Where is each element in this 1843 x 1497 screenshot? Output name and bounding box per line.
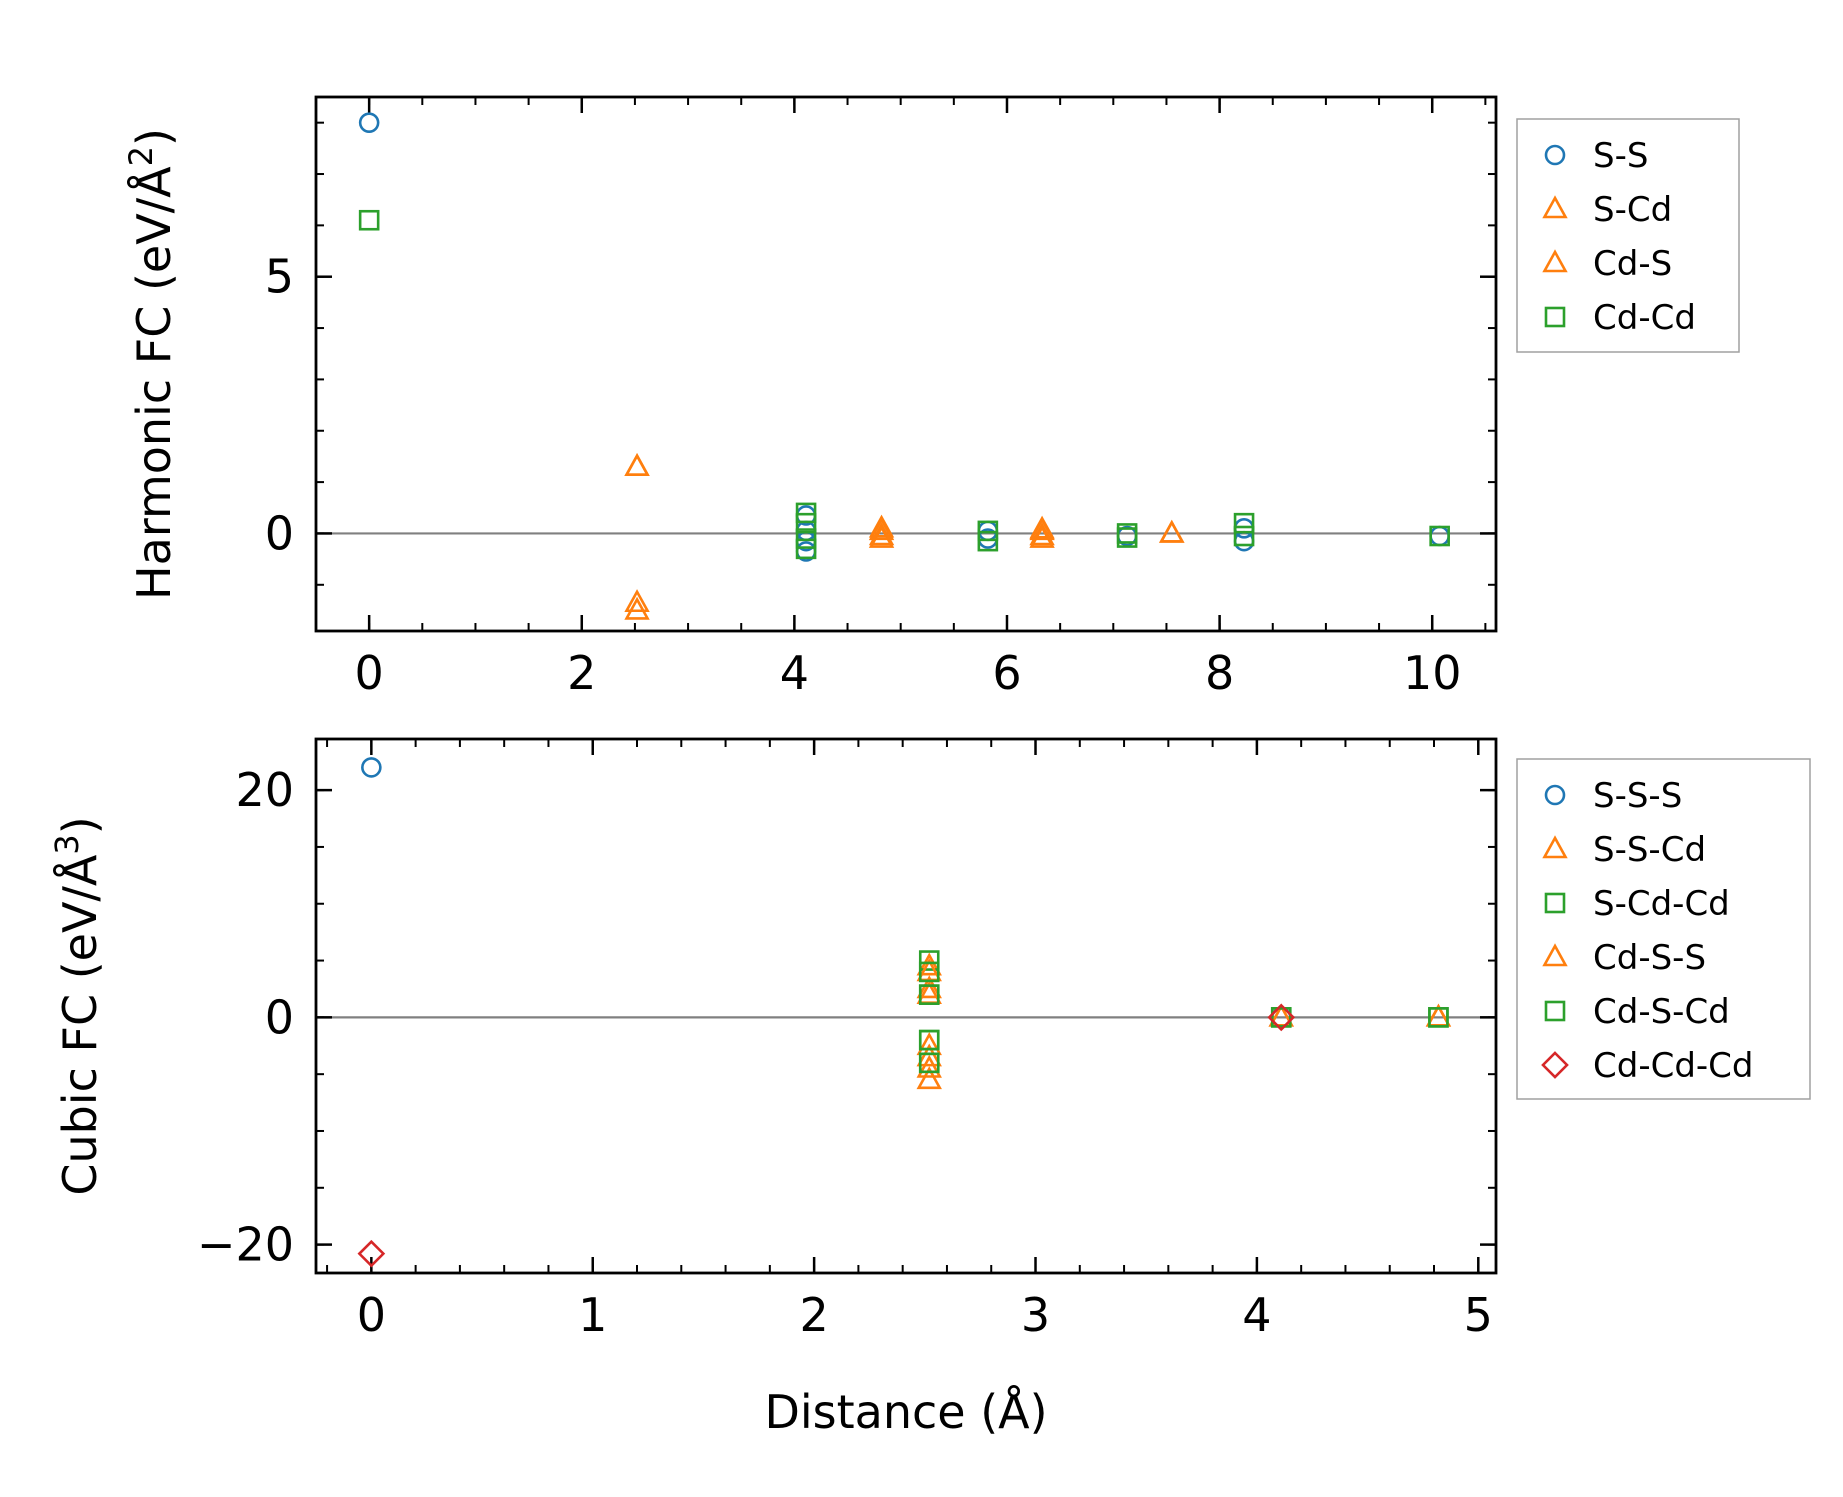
panel-2-series-Cd-S-Cd bbox=[918, 961, 1449, 1074]
panel-2-legend-label: S-Cd-Cd bbox=[1593, 884, 1730, 924]
panel-2-point-Cd-Cd-Cd bbox=[357, 1239, 386, 1268]
panel-1-legend-marker-S-S bbox=[1544, 144, 1566, 166]
panel-1-x-tick-label: 8 bbox=[1205, 646, 1234, 700]
panel-2-x-axis-label: Distance (Å) bbox=[764, 1385, 1047, 1439]
panel-2-y-tick-label: 0 bbox=[265, 990, 294, 1044]
panel-1-legend-label: S-S bbox=[1593, 136, 1648, 176]
panel-2-x-tick-label: 5 bbox=[1464, 1288, 1493, 1342]
panel-1-point-Cd-Cd bbox=[795, 538, 817, 560]
panel-1-x-tick-label: 0 bbox=[355, 646, 384, 700]
panel-1-legend: S-S S-Cd Cd-S Cd-Cd bbox=[1516, 118, 1740, 353]
panel-2-x-tick-label: 0 bbox=[357, 1288, 386, 1342]
panel-2-point-Cd-S-Cd bbox=[918, 961, 940, 983]
panel-2-x-tick-label: 2 bbox=[799, 1288, 828, 1342]
panel-2-legend: S-S-S S-S-Cd S-Cd-Cd Cd-S-S Cd-S-Cd Cd-Cd-Cd bbox=[1516, 758, 1811, 1100]
panel-2-point-Cd-S-Cd bbox=[918, 1052, 940, 1074]
panel-2: 0 1 2 3 4 5 −20 0 20 Cubic FC (eV/Å3) Distance (Å)… bbox=[48, 737, 1811, 1439]
panel-1-point-Cd-Cd bbox=[1429, 525, 1450, 547]
panel-2-legend-label: S-S-S bbox=[1593, 776, 1682, 816]
panel-2-data-points bbox=[357, 757, 1452, 1268]
panel-2-legend-box bbox=[1516, 758, 1811, 1100]
panel-1-axes-frame bbox=[314, 95, 1498, 633]
panel-1-legend-marker-Cd-Cd bbox=[1544, 306, 1566, 328]
panel-1-y-tick-label: 0 bbox=[265, 506, 294, 560]
panel-2-point-Cd-S-Cd bbox=[1428, 1007, 1449, 1028]
panel-1-point-S-Cd bbox=[624, 589, 650, 613]
panel-1-point-Cd-S bbox=[868, 517, 895, 541]
panel-1-x-tick-label: 6 bbox=[992, 646, 1021, 700]
panel-1-point-Cd-Cd bbox=[1116, 527, 1138, 548]
panel-2-point-S-Cd-Cd bbox=[918, 950, 940, 971]
panel-2-legend-label: Cd-S-Cd bbox=[1593, 992, 1730, 1032]
panel-2-point-Cd-S-Cd bbox=[1270, 1007, 1292, 1028]
panel-1-point-Cd-S bbox=[624, 596, 650, 620]
panel-2-point-S-S-Cd bbox=[916, 975, 942, 999]
panel-2-point-S-S-Cd bbox=[916, 1054, 942, 1078]
panel-1-y-axis-label: Harmonic FC (eV/Å2) bbox=[122, 128, 181, 600]
panel-2-legend-label: Cd-S-S bbox=[1593, 938, 1706, 978]
panel-2-point-Cd-S-Cd bbox=[918, 1029, 940, 1051]
panel-1-y-tick-label: 5 bbox=[265, 250, 294, 304]
panel-1-x-tick-label: 10 bbox=[1403, 646, 1462, 700]
panel-1-legend-label: Cd-S bbox=[1593, 244, 1672, 284]
panel-2-x-tick-label: 4 bbox=[1242, 1288, 1271, 1342]
panel-1-point-Cd-S bbox=[624, 453, 650, 476]
panel-2-axes-frame bbox=[314, 737, 1498, 1275]
panel-1-legend-label: Cd-Cd bbox=[1593, 298, 1696, 338]
panel-2-legend-marker-S-S-S bbox=[1544, 784, 1566, 806]
panel-2-y-axis-label: Cubic FC (eV/Å3) bbox=[48, 816, 107, 1195]
panel-1-legend-marker-S-Cd bbox=[1542, 195, 1568, 219]
panel-2-point-S-S-Cd bbox=[916, 952, 942, 976]
panel-2-point-Cd-S-S bbox=[916, 1043, 942, 1067]
panel-2-y-tick-label: −20 bbox=[197, 1218, 294, 1272]
panel-1-point-Cd-S bbox=[1029, 517, 1055, 541]
panel-2-legend-marker-Cd-Cd-Cd bbox=[1541, 1051, 1569, 1079]
panel-2-point-Cd-Cd-Cd bbox=[1267, 1003, 1296, 1032]
panel-2-legend-label: Cd-Cd-Cd bbox=[1593, 1046, 1754, 1086]
panel-1: 0 2 4 6 8 10 0 5 Harmonic FC (eV/Å2) S-S S-Cd Cd-S C… bbox=[122, 95, 1740, 700]
panel-1-x-tick-label: 4 bbox=[780, 646, 809, 700]
panel-2-point-Cd-S-Cd bbox=[918, 984, 940, 1005]
panel-2-x-tick-label: 1 bbox=[578, 1288, 607, 1342]
panel-2-legend-label: S-S-Cd bbox=[1593, 830, 1706, 870]
panel-1-point-Cd-S bbox=[1029, 522, 1055, 546]
panel-1-point-Cd-Cd bbox=[977, 530, 999, 552]
panel-1-point-Cd-S bbox=[868, 522, 895, 546]
panel-2-x-tick-label: 3 bbox=[1021, 1288, 1050, 1342]
panel-1-point-Cd-Cd bbox=[795, 512, 817, 534]
panel-2-legend-marker-S-S-Cd bbox=[1542, 835, 1568, 859]
panel-2-y-tick-label: 20 bbox=[235, 763, 294, 817]
panel-1-point-Cd-Cd bbox=[1233, 525, 1255, 547]
panel-2-legend-marker-Cd-S-S bbox=[1542, 943, 1568, 967]
panel-1-x-tick-label: 2 bbox=[567, 646, 596, 700]
panel-1-series-Cd-Cd bbox=[358, 209, 1450, 560]
panel-1-legend-marker-Cd-S bbox=[1542, 249, 1568, 273]
panel-1-data-points bbox=[358, 112, 1450, 620]
panel-1-point-Cd-Cd bbox=[1233, 512, 1255, 534]
panel-1-point-Cd-Cd bbox=[358, 209, 380, 231]
panel-1-legend-box bbox=[1516, 118, 1740, 353]
panel-2-legend-marker-S-Cd-Cd bbox=[1544, 892, 1566, 914]
panel-2-point-Cd-S-S bbox=[916, 1066, 942, 1090]
panel-1-point-S-S bbox=[358, 112, 380, 133]
panel-2-point-S-S-S bbox=[361, 757, 382, 778]
panel-2-series-Cd-Cd-Cd bbox=[357, 1003, 1296, 1268]
panel-1-series-Cd-S bbox=[624, 453, 1185, 620]
panel-1-point-Cd-S bbox=[1159, 519, 1185, 543]
panel-2-legend-marker-Cd-S-Cd bbox=[1544, 1000, 1566, 1022]
panel-1-legend-label: S-Cd bbox=[1593, 190, 1672, 230]
